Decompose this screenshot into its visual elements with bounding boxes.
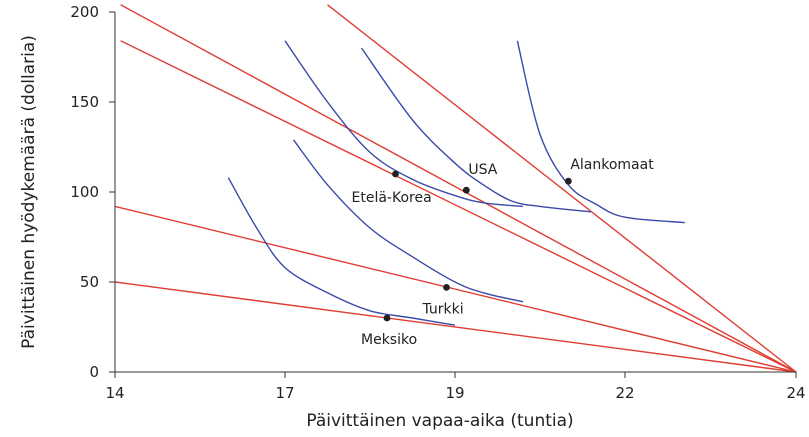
x-tick-label: 24	[786, 384, 805, 402]
x-tick-label: 19	[445, 384, 464, 402]
point-label: Etelä-Korea	[352, 190, 432, 206]
y-tick-label: 0	[89, 363, 99, 381]
budget-line-1	[114, 281, 797, 373]
y-tick-label: 150	[70, 93, 99, 111]
points: Meksiko Turkki Etelä-Korea USA Alankomaat	[352, 157, 655, 348]
budget-line-3	[120, 40, 797, 373]
y-tick-label: 200	[70, 3, 99, 21]
indifference-curve-3	[284, 40, 524, 208]
point-label: Turkki	[422, 301, 464, 317]
indifference-curve-4	[360, 47, 592, 213]
budget-line-5	[327, 4, 797, 373]
budget-line-2	[114, 205, 797, 373]
indifference-curves	[227, 40, 685, 326]
x-tick-label: 22	[615, 384, 634, 402]
y-axis-title: Päivittäinen hyödykemäärä (dollaria)	[19, 35, 39, 349]
budget-lines	[114, 4, 797, 373]
point-label: USA	[468, 162, 497, 178]
point-marker	[383, 314, 391, 322]
point-marker	[462, 186, 470, 194]
point-label: Alankomaat	[570, 157, 654, 173]
point-marker	[443, 284, 450, 291]
indifference-curve-2	[292, 139, 524, 303]
y-tick-label: 100	[70, 183, 99, 201]
point-marker	[564, 177, 572, 185]
x-tick-label: 14	[105, 384, 124, 402]
x-tick-label: 17	[275, 384, 294, 402]
indifference-curve-5	[516, 40, 685, 224]
indifference-curve-1	[227, 177, 456, 326]
y-tick-label: 50	[80, 273, 99, 291]
budget-line-4	[120, 4, 797, 373]
axes: 14 17 19 22 24 0 50 100 150 200	[70, 3, 805, 402]
point-marker	[392, 170, 399, 178]
point-label: Meksiko	[361, 332, 417, 348]
x-axis-title: Päivittäinen vapaa-aika (tuntia)	[306, 411, 573, 431]
